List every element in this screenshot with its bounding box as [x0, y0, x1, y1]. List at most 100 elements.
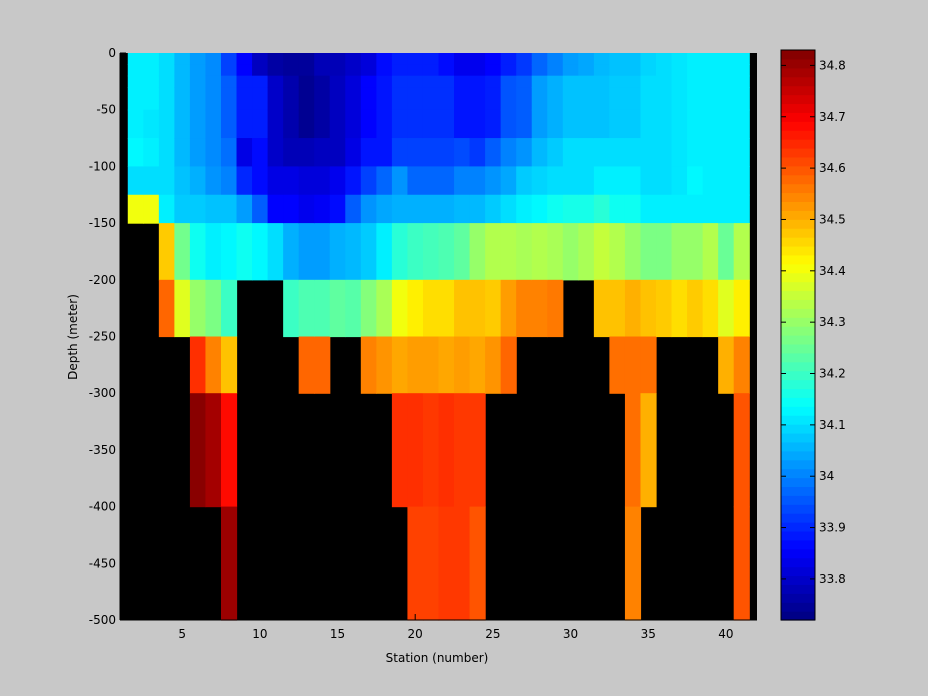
- heatmap-cell: [143, 194, 160, 224]
- heatmap-cell: [220, 138, 238, 167]
- heatmap-cell: [189, 53, 207, 65]
- heatmap-cell: [516, 223, 533, 281]
- heatmap-cell: [422, 194, 440, 224]
- heatmap-cell: [298, 223, 315, 281]
- heatmap-cell: [376, 75, 393, 88]
- heatmap-cell: [454, 279, 471, 338]
- heatmap-cell: [500, 64, 517, 77]
- heatmap-cell: [283, 53, 300, 65]
- heatmap-cell: [174, 64, 191, 77]
- heatmap-cell: [283, 138, 300, 167]
- colorbar-tick-label: 34.5: [819, 212, 846, 226]
- heatmap-cell: [624, 138, 642, 167]
- heatmap-cell: [143, 87, 160, 111]
- colorbar-ticks: 33.8 33.9 34 34.1 34.2 34.3 34.4 34.5 34.6 34.7 34…: [781, 58, 846, 586]
- heatmap-cell: [656, 166, 673, 196]
- colorbar-swatch: [781, 477, 815, 488]
- heatmap-cell: [562, 87, 579, 111]
- heatmap-cell: [236, 194, 253, 224]
- heatmap-cell: [236, 109, 253, 139]
- heatmap-cell: [671, 53, 688, 65]
- heatmap-cell: [345, 194, 362, 224]
- heatmap-cell: [469, 64, 486, 77]
- heatmap-cell: [205, 336, 222, 394]
- heatmap-cell: [578, 194, 595, 224]
- heatmap-cell: [578, 64, 595, 77]
- colorbar-swatch: [781, 459, 815, 470]
- heatmap-cell: [454, 506, 471, 621]
- colorbar-swatch: [781, 263, 815, 274]
- colorbar-swatch: [781, 335, 815, 345]
- heatmap-cell: [298, 194, 315, 224]
- heatmap-cell: [220, 87, 238, 111]
- heatmap-cell: [593, 279, 611, 338]
- heatmap-cell: [609, 194, 626, 224]
- heatmap-cell: [531, 223, 548, 281]
- heatmap-cell: [174, 279, 191, 338]
- heatmap-cell: [485, 166, 502, 196]
- heatmap-cell: [640, 166, 657, 196]
- heatmap-cell: [531, 194, 548, 224]
- heatmap-cell: [454, 75, 471, 88]
- heatmap-cell: [624, 109, 642, 139]
- heatmap-cell: [578, 75, 595, 88]
- heatmap-cell: [158, 75, 175, 88]
- heatmap-cell: [236, 87, 253, 111]
- heatmap-cell: [671, 166, 688, 196]
- heatmap-cell: [360, 64, 377, 77]
- heatmap-cell: [205, 194, 222, 224]
- heatmap-cell: [547, 87, 564, 111]
- heatmap-cell: [640, 109, 657, 139]
- heatmap-cell: [718, 64, 735, 77]
- colorbar-swatch: [781, 50, 815, 60]
- heatmap-cell: [485, 53, 502, 65]
- heatmap-cell: [360, 75, 377, 88]
- colorbar-swatch: [781, 504, 815, 514]
- colorbar-swatch: [781, 584, 815, 594]
- heatmap-cell: [267, 138, 284, 167]
- heatmap-cell: [314, 194, 331, 224]
- heatmap-cell: [220, 53, 238, 65]
- heatmap-cell: [516, 87, 533, 111]
- heatmap-cell: [189, 109, 207, 139]
- heatmap-cell: [687, 87, 704, 111]
- colorbar-swatch: [781, 121, 815, 131]
- heatmap-cell: [422, 166, 440, 196]
- colorbar-swatch: [781, 237, 815, 247]
- heatmap-cell: [733, 223, 750, 281]
- heatmap-cell: [733, 279, 750, 338]
- heatmap-cell: [391, 393, 409, 508]
- heatmap-cell: [733, 336, 750, 394]
- colorbar-swatch: [781, 388, 815, 398]
- colorbar-swatch: [781, 299, 815, 309]
- heatmap-cell: [329, 75, 346, 88]
- heatmap-cell: [422, 87, 440, 111]
- heatmap-cell: [407, 87, 424, 111]
- heatmap-cell: [407, 53, 424, 65]
- colorbar-swatch: [781, 593, 815, 603]
- colorbar-swatch: [781, 611, 815, 621]
- heatmap-cell: [158, 194, 175, 224]
- heatmap-cell: [174, 87, 191, 111]
- heatmap-cell: [547, 194, 564, 224]
- heatmap-cell: [376, 279, 393, 338]
- heatmap-cell: [624, 166, 642, 196]
- heatmap-cell: [671, 138, 688, 167]
- heatmap-cell: [314, 223, 331, 281]
- heatmap-cell: [671, 194, 688, 224]
- heatmap-cell: [578, 138, 595, 167]
- heatmap-cell: [360, 194, 377, 224]
- heatmap-cell: [531, 138, 548, 167]
- heatmap-cell: [252, 138, 269, 167]
- heatmap-cell: [562, 223, 579, 281]
- heatmap-cell: [547, 166, 564, 196]
- heatmap-cell: [205, 64, 222, 77]
- colorbar-swatch: [781, 424, 815, 434]
- heatmap-cell: [531, 53, 548, 65]
- heatmap-cell: [407, 223, 424, 281]
- colorbar-swatch: [781, 575, 815, 585]
- heatmap-cell: [189, 87, 207, 111]
- heatmap-cell: [500, 336, 517, 394]
- heatmap-cell: [733, 75, 750, 88]
